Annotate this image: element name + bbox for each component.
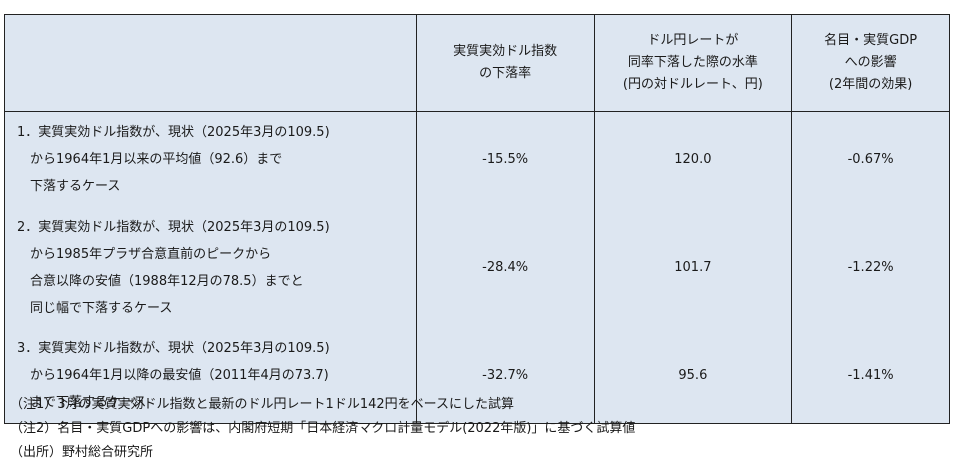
case-description: 1．実質実効ドル指数が、現状（2025年3月の109.5) から1964年1月以… [4, 111, 417, 207]
gdp-impact-value: -0.67% [791, 111, 950, 207]
header-gdp-impact: 名目・実質GDP への影響 (2年間の効果) [791, 14, 950, 112]
header-decline-rate: 実質実効ドル指数 の下落率 [415, 14, 595, 112]
header-yen-rate: ドル円レートが 同率下落した際の水準 (円の対ドルレート、円) [593, 14, 793, 112]
decline-rate-value: -28.4% [415, 207, 595, 328]
table-row: 2．実質実効ドル指数が、現状（2025年3月の109.5) から1985年プラザ… [4, 207, 950, 328]
decline-rate-value: -32.7% [415, 328, 595, 424]
gdp-impact-value: -1.41% [791, 328, 950, 424]
header-empty-cell [4, 14, 417, 112]
case-description: 2．実質実効ドル指数が、現状（2025年3月の109.5) から1985年プラザ… [4, 207, 417, 328]
simulation-table: 実質実効ドル指数 の下落率 ドル円レートが 同率下落した際の水準 (円の対ドルレ… [4, 14, 950, 424]
case-description: 3．実質実効ドル指数が、現状（2025年3月の109.5) から1964年1月以… [4, 328, 417, 424]
note-1: （注1）3月の実質実効ドル指数と最新のドル円レート1ドル142円をベースにした試… [10, 397, 514, 412]
header-row: 実質実効ドル指数 の下落率 ドル円レートが 同率下落した際の水準 (円の対ドルレ… [4, 14, 950, 112]
gdp-impact-value: -1.22% [791, 207, 950, 328]
table-row: 1．実質実効ドル指数が、現状（2025年3月の109.5) から1964年1月以… [4, 111, 950, 207]
yen-rate-value: 101.7 [593, 207, 793, 328]
source-note: （出所）野村総合研究所 [10, 445, 154, 460]
table-row: 3．実質実効ドル指数が、現状（2025年3月の109.5) から1964年1月以… [4, 328, 950, 424]
footnotes: （注1）3月の実質実効ドル指数と最新のドル円レート1ドル142円をベースにした試… [10, 393, 635, 465]
decline-rate-value: -15.5% [415, 111, 595, 207]
yen-rate-value: 95.6 [593, 328, 793, 424]
note-2: （注2）名目・実質GDPへの影響は、内閣府短期「日本経済マクロ計量モデル(202… [10, 421, 636, 436]
yen-rate-value: 120.0 [593, 111, 793, 207]
